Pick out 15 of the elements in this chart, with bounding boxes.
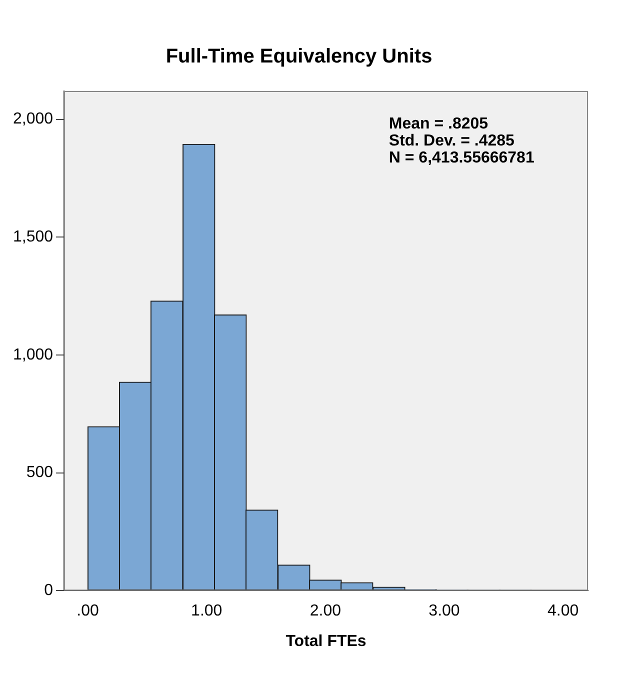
x-tick-label: 3.00 bbox=[428, 602, 460, 620]
annotation: N = 6,413.55666781 bbox=[388, 149, 534, 166]
x-tick-label: .00 bbox=[76, 602, 100, 620]
y-tick-label: 0 bbox=[44, 582, 54, 600]
x-tick-label: 1.00 bbox=[191, 602, 222, 620]
x-tick-label: 4.00 bbox=[547, 602, 579, 620]
x-axis-title: Total FTEs bbox=[286, 632, 366, 650]
y-tick-label: 1,500 bbox=[12, 228, 54, 246]
chart-title: Full-Time Equivalency Units bbox=[166, 46, 432, 68]
annotation: Mean = .8205 bbox=[388, 115, 488, 132]
y-tick-label: 1,000 bbox=[12, 346, 54, 364]
annotation: Std. Dev. = .4285 bbox=[388, 132, 515, 150]
y-tick-label: 2,000 bbox=[12, 110, 54, 128]
x-tick-label: 2.00 bbox=[310, 602, 342, 620]
y-tick-label: 500 bbox=[26, 464, 54, 482]
